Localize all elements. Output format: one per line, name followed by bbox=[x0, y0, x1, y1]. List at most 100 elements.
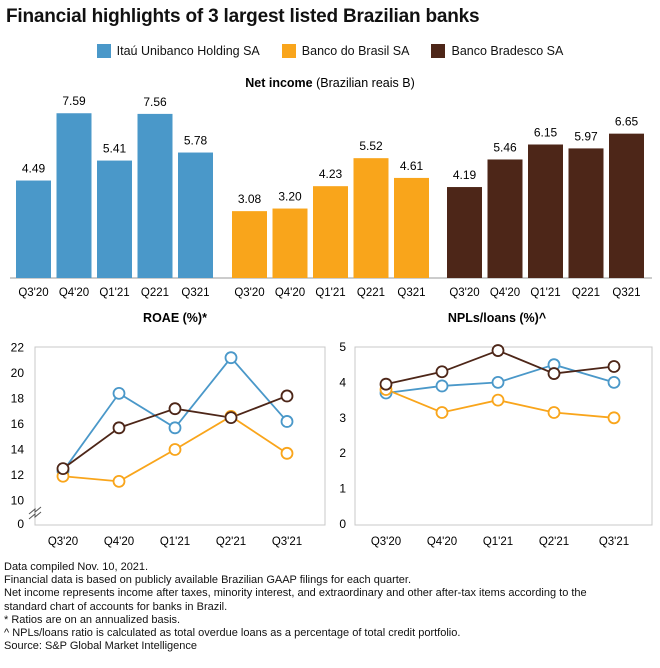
roae-point-banco-do-brasil-sa bbox=[112, 474, 126, 488]
bar-category-label: Q1'21 bbox=[530, 287, 560, 299]
bar-banco-bradesco-sa-0 bbox=[447, 187, 482, 278]
roae-line-chart: ROAE (%)* 0 10 12 14 16 18 20 22 Q3'20 Q4'20 Q1'21… bbox=[11, 311, 326, 549]
bar-ita-unibanco-holding-sa-2 bbox=[97, 160, 132, 278]
roae-point-banco-bradesco-sa bbox=[56, 462, 70, 476]
npl-plot-frame bbox=[354, 346, 653, 526]
npl-point-banco-bradesco-sa bbox=[379, 377, 393, 391]
legend-item-banco-do-brasil: Banco do Brasil SA bbox=[281, 44, 410, 58]
footnote-source: Source: S&P Global Market Intelligence bbox=[4, 640, 198, 653]
bar-category-label: Q4'20 bbox=[275, 287, 305, 299]
bar-category-label: Q4'20 bbox=[490, 287, 520, 299]
npl-chart-title: NPLs/loans (%)^ bbox=[448, 311, 547, 325]
npl-point-banco-do-brasil-sa bbox=[435, 406, 449, 419]
bar-ita-unibanco-holding-sa-4 bbox=[178, 152, 213, 278]
roae-axis-break-top bbox=[28, 506, 42, 515]
net-income-bar-chart: Net income (Brazilian reais B) 4.49 Q3'20… bbox=[10, 76, 652, 299]
bar-value-label: 4.23 bbox=[319, 167, 343, 181]
roae-point-banco-do-brasil-sa bbox=[280, 446, 294, 460]
npl-x-tick-label: Q3'20 bbox=[371, 536, 401, 548]
bar-category-label: Q221 bbox=[141, 287, 169, 299]
legend-label-banco-do-brasil: Banco do Brasil SA bbox=[301, 44, 410, 58]
bar-category-label: Q221 bbox=[357, 287, 385, 299]
bar-banco-do-brasil-sa-2 bbox=[313, 186, 348, 278]
bar-category-label: Q3'20 bbox=[449, 287, 479, 299]
roae-y-tick-label: 16 bbox=[11, 417, 25, 431]
npl-y-tick-label: 1 bbox=[339, 482, 346, 496]
bar-banco-do-brasil-sa-4 bbox=[394, 177, 429, 278]
npl-x-tick-label: Q1'21 bbox=[483, 536, 513, 548]
npl-y-tick-label: 3 bbox=[339, 411, 346, 425]
bar-ita-unibanco-holding-sa-0 bbox=[16, 180, 51, 278]
roae-y-tick-label: 20 bbox=[11, 366, 25, 380]
bar-value-label: 5.41 bbox=[103, 142, 127, 156]
roae-point-ita-unibanco-holding-sa bbox=[280, 415, 294, 428]
bar-value-label: 7.56 bbox=[143, 95, 167, 109]
footnote-gaap: Financial data is based on publicly avai… bbox=[4, 574, 412, 587]
bar-banco-do-brasil-sa-3 bbox=[353, 158, 389, 278]
roae-x-tick-label: Q1'21 bbox=[160, 536, 190, 548]
bar-category-label: Q3'20 bbox=[18, 287, 48, 299]
roae-x-tick-label: Q3'20 bbox=[48, 536, 78, 548]
legend-swatch-bradesco bbox=[431, 44, 446, 58]
bar-value-label: 3.08 bbox=[238, 192, 262, 206]
bar-ita-unibanco-holding-sa-3 bbox=[137, 113, 173, 278]
bar-category-label: Q3'20 bbox=[234, 287, 264, 299]
roae-plot-frame bbox=[34, 346, 326, 526]
bar-banco-bradesco-sa-1 bbox=[487, 159, 523, 278]
roae-point-banco-do-brasil-sa bbox=[168, 443, 182, 456]
footnotes: Data compiled Nov. 10, 2021. Financial d… bbox=[4, 561, 656, 653]
legend-swatch-itau bbox=[96, 44, 111, 58]
bar-value-label: 5.52 bbox=[359, 139, 383, 153]
npl-point-banco-do-brasil-sa bbox=[491, 393, 505, 407]
page-title: Financial highlights of 3 largest listed… bbox=[6, 6, 480, 27]
legend-label-bradesco: Banco Bradesco SA bbox=[451, 44, 564, 58]
footnote-net-income-2: standard chart of accounts for banks in … bbox=[4, 600, 228, 613]
roae-point-ita-unibanco-holding-sa bbox=[224, 351, 238, 365]
legend: Itaú Unibanco Holding SA Banco do Brasil… bbox=[0, 44, 660, 58]
roae-y-tick-label: 22 bbox=[11, 341, 25, 355]
npl-point-banco-do-brasil-sa bbox=[607, 411, 621, 425]
npl-line-chart: NPLs/loans (%)^ 0 1 2 3 4 5 Q3'20 Q4'20 Q1'21 Q2'… bbox=[339, 311, 653, 548]
roae-point-banco-bradesco-sa bbox=[168, 402, 182, 416]
legend-item-itau: Itaú Unibanco Holding SA bbox=[96, 44, 260, 58]
bar-value-label: 6.15 bbox=[534, 126, 558, 140]
npl-x-tick-label: Q3'21 bbox=[599, 536, 629, 548]
bar-banco-bradesco-sa-3 bbox=[568, 148, 604, 278]
bar-banco-do-brasil-sa-1 bbox=[272, 208, 308, 278]
bar-value-label: 3.20 bbox=[278, 190, 302, 204]
bar-value-label: 5.97 bbox=[574, 129, 598, 143]
roae-y-tick-label: 12 bbox=[11, 468, 25, 482]
bar-banco-do-brasil-sa-0 bbox=[232, 211, 267, 278]
bar-value-label: 4.19 bbox=[453, 168, 477, 182]
bar-value-label: 7.59 bbox=[62, 94, 86, 108]
bar-banco-bradesco-sa-4 bbox=[609, 133, 644, 278]
npl-y-tick-label: 4 bbox=[339, 375, 346, 389]
npl-point-ita-unibanco-holding-sa bbox=[435, 379, 449, 393]
npl-y-tick-label: 0 bbox=[339, 517, 346, 531]
legend-swatch-banco-do-brasil bbox=[281, 44, 296, 58]
legend-item-bradesco: Banco Bradesco SA bbox=[431, 44, 563, 58]
npl-point-banco-do-brasil-sa bbox=[547, 406, 561, 419]
footnote-net-income-1: Net income represents income after taxes… bbox=[4, 587, 587, 600]
roae-x-tick-label: Q3'21 bbox=[272, 536, 302, 548]
npl-y-tick-label: 5 bbox=[339, 340, 346, 354]
roae-axis-break-bottom bbox=[28, 511, 42, 520]
footnote-date: Data compiled Nov. 10, 2021. bbox=[4, 561, 149, 573]
roae-y-tick-label: 0 bbox=[17, 517, 24, 531]
bar-ita-unibanco-holding-sa-1 bbox=[56, 113, 92, 279]
net-income-bars: 4.49 Q3'20 7.59 Q4'20 5.41 Q1'21 7.56 Q221 5.78 Q… bbox=[16, 94, 644, 299]
bar-category-label: Q321 bbox=[397, 287, 425, 299]
npl-point-banco-bradesco-sa bbox=[607, 360, 621, 373]
net-income-title-rest: (Brazilian reais B) bbox=[313, 76, 415, 90]
npl-point-ita-unibanco-holding-sa bbox=[607, 375, 621, 389]
footnote-npl: ^ NPLs/loans ratio is calculated as tota… bbox=[4, 627, 461, 640]
roae-point-banco-bradesco-sa bbox=[112, 421, 126, 435]
legend-label-itau: Itaú Unibanco Holding SA bbox=[116, 44, 260, 58]
roae-marks: 0 10 12 14 16 18 20 22 Q3'20 Q4'20 Q1'21 Q2'21 Q3'21 bbox=[11, 341, 303, 549]
bar-category-label: Q221 bbox=[572, 287, 600, 299]
npl-point-banco-bradesco-sa bbox=[435, 365, 449, 379]
npl-y-tick-label: 2 bbox=[339, 446, 346, 460]
roae-point-banco-bradesco-sa bbox=[224, 411, 238, 425]
roae-x-tick-label: Q2'21 bbox=[216, 536, 246, 548]
bar-banco-bradesco-sa-2 bbox=[528, 144, 563, 278]
